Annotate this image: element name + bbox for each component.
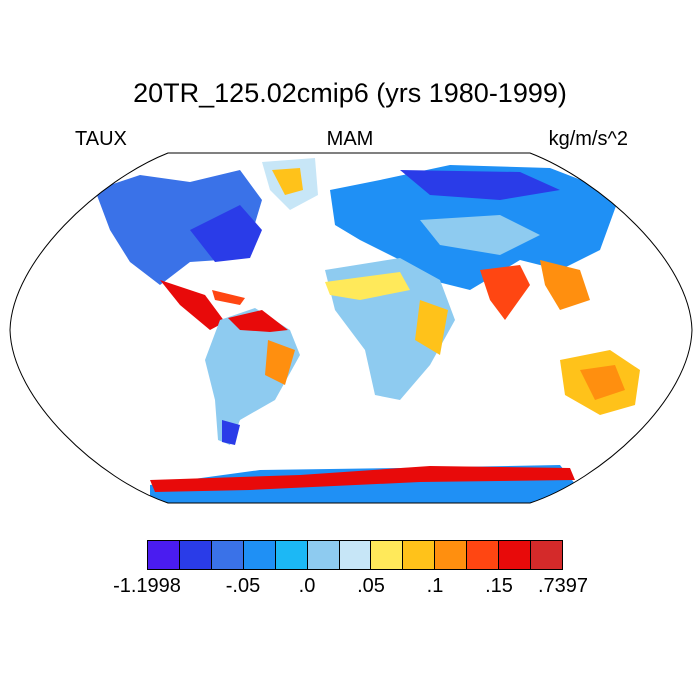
- map-outline: [9, 152, 693, 504]
- greenland-edge: [272, 168, 303, 195]
- antarctica-coast: [150, 466, 575, 492]
- colorbar-tick-label: .15: [485, 575, 513, 597]
- siberia: [400, 170, 560, 200]
- central-america: [160, 280, 225, 330]
- colorbar-segment: [307, 541, 340, 569]
- colorbar-tick-label: -1.1998: [113, 575, 181, 597]
- variable-label: TAUX: [75, 128, 127, 150]
- colorbar-segment: [211, 541, 244, 569]
- colorbar-tick-label: .1: [426, 575, 444, 597]
- colorbar-tick-label: .0: [298, 575, 316, 597]
- india: [480, 265, 530, 320]
- colorbar-segment: [275, 541, 308, 569]
- colorbar-segment: [403, 541, 436, 569]
- colorbar-tick-label: -.05: [225, 575, 261, 597]
- se-asia: [540, 260, 590, 310]
- map-title: 20TR_125.02cmip6 (yrs 1980-1999): [133, 78, 567, 108]
- colorbar-segment: [243, 541, 276, 569]
- sahel: [325, 272, 410, 300]
- south-america: [205, 308, 300, 445]
- colorbar-segment: [179, 541, 212, 569]
- south-america-north: [228, 310, 288, 332]
- colorbar-tick-label: .05: [357, 575, 385, 597]
- caribbean: [212, 290, 245, 305]
- central-asia: [420, 215, 540, 255]
- south-america-east: [265, 340, 295, 385]
- colorbar-segment: [148, 541, 180, 569]
- colorbar-segment: [499, 541, 532, 569]
- colorbar-segment: [531, 541, 562, 569]
- season-label: MAM: [326, 128, 374, 150]
- colorbar-segment: [467, 541, 500, 569]
- north-america-east: [190, 205, 262, 262]
- colorbar-segment: [371, 541, 404, 569]
- colorbar-segment: [435, 541, 468, 569]
- colorbar: [147, 540, 563, 570]
- units-label: kg/m/s^2: [548, 128, 628, 150]
- south-america-tip: [222, 420, 240, 445]
- australia-interior: [580, 365, 625, 400]
- east-africa: [415, 300, 448, 355]
- colorbar-tick-label: .7397: [537, 575, 589, 597]
- colorbar-segment: [339, 541, 372, 569]
